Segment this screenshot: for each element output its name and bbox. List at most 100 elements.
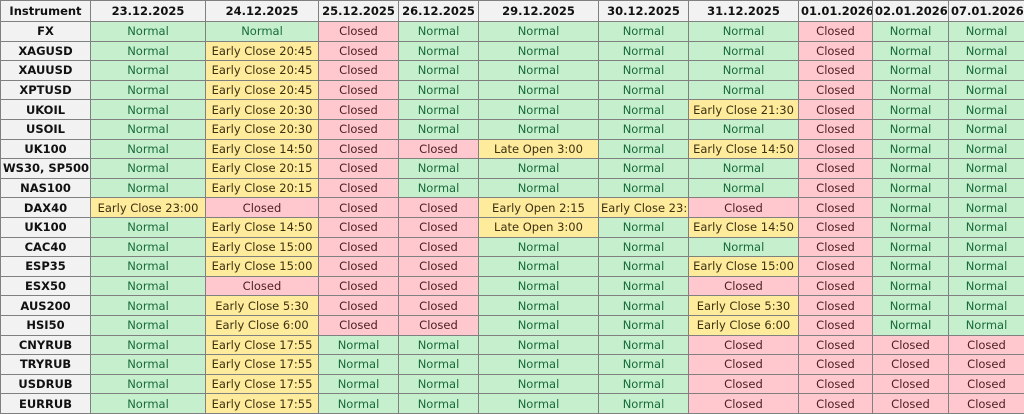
status-cell: Normal bbox=[872, 79, 949, 101]
instrument-cell: XAUUSD bbox=[0, 60, 91, 81]
status-cell: Normal bbox=[90, 79, 206, 101]
status-cell: Closed bbox=[318, 79, 399, 101]
status-cell: Normal bbox=[478, 40, 599, 62]
status-cell: Normal bbox=[948, 197, 1024, 218]
instrument-cell: FX bbox=[0, 21, 91, 42]
instrument-cell: TRYRUB bbox=[0, 354, 91, 375]
status-cell: Normal bbox=[872, 236, 949, 258]
status-cell: Normal bbox=[478, 373, 599, 395]
status-cell: Closed bbox=[948, 373, 1024, 395]
status-cell: Normal bbox=[948, 118, 1024, 140]
status-cell: Early Close 14:50 bbox=[205, 138, 319, 160]
instrument-cell: NAS100 bbox=[0, 177, 91, 199]
status-cell: Normal bbox=[948, 177, 1024, 199]
status-cell: Normal bbox=[398, 177, 479, 199]
status-cell: Normal bbox=[478, 177, 599, 199]
status-cell: Normal bbox=[478, 334, 599, 356]
instrument-cell: ESP35 bbox=[0, 256, 91, 277]
column-header-date-8: 01.01.2026 bbox=[798, 0, 873, 22]
instrument-cell: DAX40 bbox=[0, 197, 91, 218]
instrument-cell: UK100 bbox=[0, 138, 91, 160]
status-cell: Normal bbox=[598, 354, 689, 375]
table-row: UK100 Normal Early Close 14:50 Closed Closed… bbox=[0, 138, 1024, 160]
status-cell: Normal bbox=[948, 295, 1024, 316]
status-cell: Closed bbox=[318, 21, 399, 42]
status-cell: Closed bbox=[798, 197, 873, 218]
instrument-cell: XPTUSD bbox=[0, 79, 91, 101]
status-cell: Closed bbox=[398, 236, 479, 258]
table-row: ESP35 Normal Early Close 15:00 Closed Closed… bbox=[0, 256, 1024, 277]
status-cell: Normal bbox=[872, 275, 949, 297]
status-cell: Closed bbox=[798, 354, 873, 375]
status-cell: Normal bbox=[948, 158, 1024, 179]
status-cell: Closed bbox=[318, 216, 399, 238]
status-cell: Normal bbox=[598, 40, 689, 62]
table-row: WS30, SP500 Normal Early Close 20:15 Closed… bbox=[0, 158, 1024, 179]
status-cell: Closed bbox=[318, 99, 399, 120]
status-cell: Early Close 20:15 bbox=[205, 158, 319, 179]
status-cell: Normal bbox=[478, 99, 599, 120]
status-cell: Normal bbox=[872, 314, 949, 336]
status-cell: Early Close 20:45 bbox=[205, 40, 319, 62]
status-cell: Early Close 5:30 bbox=[205, 295, 319, 316]
table-row: CNYRUB Normal Early Close 17:55 Normal Norma… bbox=[0, 334, 1024, 356]
status-cell: Closed bbox=[688, 275, 799, 297]
status-cell: Normal bbox=[948, 60, 1024, 81]
status-cell: Closed bbox=[398, 197, 479, 218]
status-cell: Normal bbox=[90, 354, 206, 375]
status-cell: Early Open 2:15 bbox=[478, 197, 599, 218]
status-cell: Normal bbox=[872, 256, 949, 277]
status-cell: Closed bbox=[798, 314, 873, 336]
status-cell: Normal bbox=[90, 60, 206, 81]
status-cell: Normal bbox=[478, 236, 599, 258]
status-cell: Normal bbox=[598, 334, 689, 356]
table-row: DAX40 Early Close 23:00 Closed Closed Closed… bbox=[0, 197, 1024, 218]
status-cell: Normal bbox=[398, 393, 479, 414]
status-cell: Closed bbox=[798, 177, 873, 199]
instrument-cell: ESX50 bbox=[0, 275, 91, 297]
status-cell: Closed bbox=[688, 334, 799, 356]
status-cell: Closed bbox=[872, 393, 949, 414]
table-row: NAS100 Normal Early Close 20:15 Closed Norma… bbox=[0, 177, 1024, 199]
status-cell: Normal bbox=[948, 21, 1024, 42]
status-cell: Normal bbox=[318, 334, 399, 356]
status-cell: Normal bbox=[90, 314, 206, 336]
table-row: XAGUSD Normal Early Close 20:45 Closed Norma… bbox=[0, 40, 1024, 62]
status-cell: Late Open 3:00 bbox=[478, 216, 599, 238]
status-cell: Normal bbox=[478, 354, 599, 375]
status-cell: Closed bbox=[398, 295, 479, 316]
status-cell: Normal bbox=[872, 295, 949, 316]
status-cell: Normal bbox=[318, 354, 399, 375]
status-cell: Normal bbox=[872, 138, 949, 160]
status-cell: Normal bbox=[90, 118, 206, 140]
column-header-date-2: 24.12.2025 bbox=[205, 0, 319, 22]
status-cell: Normal bbox=[872, 60, 949, 81]
column-header-date-5: 29.12.2025 bbox=[478, 0, 599, 22]
status-cell: Normal bbox=[398, 99, 479, 120]
status-cell: Normal bbox=[478, 158, 599, 179]
status-cell: Normal bbox=[948, 40, 1024, 62]
status-cell: Closed bbox=[688, 373, 799, 395]
status-cell: Closed bbox=[798, 60, 873, 81]
table-row: UKOIL Normal Early Close 20:30 Closed Normal… bbox=[0, 99, 1024, 120]
status-cell: Normal bbox=[478, 79, 599, 101]
status-cell: Closed bbox=[798, 118, 873, 140]
status-cell: Normal bbox=[872, 158, 949, 179]
status-cell: Closed bbox=[398, 138, 479, 160]
status-cell: Normal bbox=[872, 99, 949, 120]
status-cell: Closed bbox=[318, 314, 399, 336]
status-cell: Normal bbox=[90, 177, 206, 199]
status-cell: Normal bbox=[948, 314, 1024, 336]
status-cell: Closed bbox=[798, 275, 873, 297]
status-cell: Normal bbox=[872, 197, 949, 218]
status-cell: Closed bbox=[318, 158, 399, 179]
status-cell: Closed bbox=[318, 256, 399, 277]
column-header-date-1: 23.12.2025 bbox=[90, 0, 206, 22]
status-cell: Closed bbox=[398, 216, 479, 238]
status-cell: Normal bbox=[598, 275, 689, 297]
status-cell: Closed bbox=[798, 393, 873, 414]
status-cell: Early Close 20:30 bbox=[205, 99, 319, 120]
status-cell: Closed bbox=[318, 60, 399, 81]
status-cell: Normal bbox=[948, 138, 1024, 160]
